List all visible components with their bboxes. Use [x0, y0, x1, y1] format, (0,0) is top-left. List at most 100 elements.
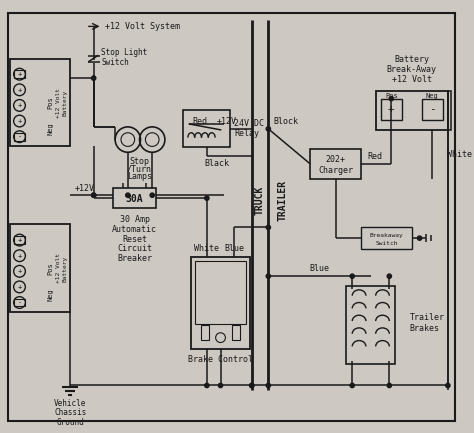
Text: Stop: Stop	[129, 157, 149, 165]
Text: +12 Volt: +12 Volt	[392, 74, 432, 84]
Text: Neg: Neg	[426, 93, 438, 99]
Text: TRUCK: TRUCK	[255, 185, 264, 215]
Text: Block: Block	[273, 116, 298, 126]
Circle shape	[266, 383, 271, 388]
Text: Stop Light
Switch: Stop Light Switch	[101, 48, 148, 67]
Bar	[183, 110, 230, 147]
Bar	[346, 286, 395, 364]
Text: Circuit: Circuit	[117, 244, 152, 253]
Text: Neg: Neg	[48, 288, 54, 301]
Text: White: White	[194, 244, 219, 253]
Text: +: +	[18, 71, 22, 77]
Circle shape	[266, 274, 271, 278]
Text: +12 Volt: +12 Volt	[56, 87, 61, 117]
Circle shape	[446, 383, 450, 388]
Circle shape	[266, 127, 271, 131]
Circle shape	[205, 196, 209, 200]
Text: Brakes: Brakes	[410, 324, 440, 333]
Circle shape	[219, 383, 223, 388]
Bar	[376, 91, 448, 130]
Bar	[361, 227, 412, 249]
Circle shape	[418, 236, 422, 240]
Circle shape	[387, 274, 392, 278]
Bar	[232, 325, 240, 339]
Text: Blue: Blue	[224, 244, 244, 253]
Text: Pos: Pos	[48, 96, 54, 109]
Bar	[191, 257, 250, 349]
Text: Battery: Battery	[63, 255, 68, 281]
Circle shape	[389, 97, 393, 101]
Bar	[201, 325, 209, 339]
Bar	[10, 58, 70, 146]
Circle shape	[250, 383, 254, 388]
Text: Breakaway: Breakaway	[370, 233, 403, 238]
Text: Chassis: Chassis	[54, 408, 86, 417]
Text: 24V DC: 24V DC	[234, 120, 264, 129]
Text: +: +	[388, 104, 395, 114]
Bar	[195, 261, 246, 324]
Text: +12V: +12V	[217, 116, 237, 126]
Text: 30 Amp: 30 Amp	[119, 215, 150, 224]
Text: +: +	[18, 103, 22, 108]
Bar	[14, 299, 26, 307]
Bar	[14, 70, 26, 78]
Text: Blue: Blue	[309, 264, 329, 273]
Text: -: -	[18, 300, 22, 306]
Bar	[381, 99, 402, 120]
Text: /Turn: /Turn	[127, 165, 152, 173]
Text: Battery: Battery	[394, 55, 429, 64]
Text: 202+: 202+	[326, 155, 346, 164]
Circle shape	[387, 383, 392, 388]
Text: Battery: Battery	[63, 89, 68, 116]
Text: Reset: Reset	[122, 235, 147, 244]
Bar	[113, 188, 156, 208]
Bar	[10, 224, 70, 312]
Text: Lamps: Lamps	[127, 172, 152, 181]
Text: Ground: Ground	[56, 418, 84, 427]
Text: Pos: Pos	[48, 262, 54, 275]
Text: +12 Volt: +12 Volt	[56, 253, 61, 283]
Text: +: +	[18, 253, 22, 259]
Text: Red: Red	[192, 116, 208, 126]
Bar	[14, 236, 26, 244]
Circle shape	[91, 193, 96, 197]
Circle shape	[350, 274, 355, 278]
Text: Trailer: Trailer	[410, 313, 445, 322]
Text: Automatic: Automatic	[112, 225, 157, 234]
Bar	[14, 133, 26, 141]
Text: Relay: Relay	[234, 129, 259, 138]
Bar	[448, 91, 451, 130]
Text: 30A: 30A	[126, 194, 144, 204]
Text: +: +	[18, 237, 22, 243]
Text: +: +	[18, 87, 22, 93]
Text: White: White	[447, 150, 472, 159]
Circle shape	[91, 76, 96, 80]
Circle shape	[350, 383, 355, 388]
Text: +: +	[18, 284, 22, 290]
Circle shape	[91, 193, 96, 197]
Text: +12 Volt System: +12 Volt System	[105, 22, 181, 31]
Bar	[310, 149, 361, 178]
Bar	[421, 99, 443, 120]
Text: -: -	[18, 134, 22, 140]
Text: Switch: Switch	[375, 240, 398, 246]
Text: Charger: Charger	[318, 166, 353, 175]
Text: -: -	[429, 104, 436, 114]
Text: Breaker: Breaker	[117, 254, 152, 263]
Text: +12V: +12V	[75, 184, 95, 193]
Circle shape	[250, 383, 254, 388]
Text: Vehicle: Vehicle	[54, 398, 86, 407]
Text: Black: Black	[204, 159, 229, 168]
Text: Red: Red	[367, 152, 382, 161]
Text: Neg: Neg	[48, 123, 54, 135]
Circle shape	[266, 225, 271, 229]
Text: +: +	[18, 268, 22, 274]
Text: Break-Away: Break-Away	[387, 65, 437, 74]
Circle shape	[150, 193, 155, 197]
Text: Pos: Pos	[385, 93, 398, 99]
Circle shape	[126, 193, 130, 197]
Text: TRAILER: TRAILER	[278, 180, 288, 221]
Text: Brake Control: Brake Control	[188, 355, 253, 364]
Circle shape	[205, 383, 209, 388]
Text: +: +	[18, 118, 22, 124]
